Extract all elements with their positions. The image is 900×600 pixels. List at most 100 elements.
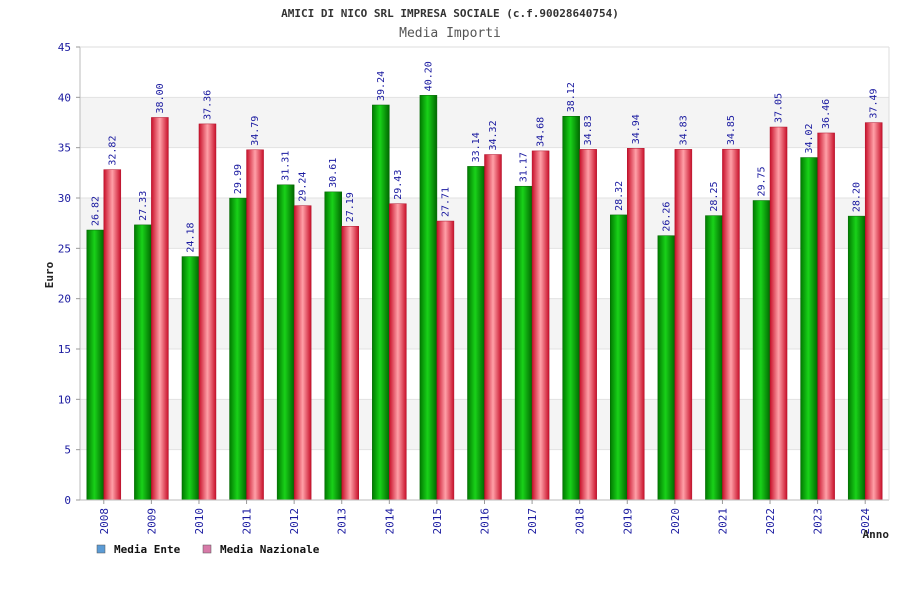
y-tick-label: 35 bbox=[58, 142, 71, 155]
data-label: 27.33 bbox=[138, 191, 149, 221]
data-label: 38.12 bbox=[566, 82, 577, 112]
y-tick-label: 40 bbox=[58, 91, 71, 104]
y-axis-label: Euro bbox=[43, 261, 56, 288]
data-label: 37.49 bbox=[869, 88, 880, 118]
bar-media-nazionale bbox=[341, 226, 359, 501]
x-tick-label: 2014 bbox=[383, 508, 396, 535]
data-label: 34.83 bbox=[678, 115, 689, 145]
data-label: 33.14 bbox=[471, 132, 482, 162]
bar-media-nazionale bbox=[722, 148, 740, 501]
data-label: 26.26 bbox=[661, 202, 672, 232]
data-label: 29.24 bbox=[298, 172, 309, 202]
legend-swatch bbox=[96, 544, 106, 554]
data-label: 39.24 bbox=[376, 71, 387, 101]
data-label: 38.00 bbox=[155, 83, 166, 113]
legend-swatch bbox=[202, 544, 212, 554]
y-tick-label: 15 bbox=[58, 343, 71, 356]
bar-media-nazionale bbox=[103, 169, 122, 501]
data-label: 28.20 bbox=[852, 182, 863, 212]
plot-band bbox=[80, 47, 889, 98]
bar-media-nazionale bbox=[484, 154, 502, 501]
data-label: 34.02 bbox=[804, 123, 815, 153]
legend-label: Media Nazionale bbox=[220, 543, 320, 556]
x-tick-label: 2011 bbox=[241, 508, 254, 535]
x-tick-label: 2023 bbox=[812, 508, 825, 535]
x-tick-label: 2008 bbox=[98, 508, 111, 535]
data-label: 34.79 bbox=[250, 116, 261, 146]
data-label: 37.36 bbox=[202, 90, 213, 120]
data-label: 34.83 bbox=[583, 115, 594, 145]
bar-media-ente bbox=[181, 256, 200, 501]
bar-media-ente bbox=[372, 104, 390, 501]
bar-media-nazionale bbox=[436, 220, 455, 501]
y-axis-ticks: 0 5 10 15 20 25 30 35 40 45 bbox=[58, 41, 80, 507]
x-axis-ticks: 2008 2009 2010 2011 2012 2013 2014 2015 2016 2017… bbox=[98, 500, 872, 535]
bar-media-ente bbox=[419, 95, 438, 501]
data-label: 31.17 bbox=[519, 152, 530, 182]
bar-media-nazionale bbox=[151, 117, 169, 501]
bar-media-ente bbox=[467, 166, 485, 501]
bar-media-nazionale bbox=[674, 149, 693, 501]
data-label: 29.43 bbox=[393, 170, 404, 200]
bar-media-nazionale bbox=[531, 150, 550, 501]
bar-media-nazionale bbox=[769, 126, 788, 501]
bar-media-nazionale bbox=[198, 123, 217, 501]
bar-media-nazionale bbox=[246, 149, 264, 501]
data-label: 24.18 bbox=[185, 222, 196, 252]
y-tick-label: 20 bbox=[58, 293, 71, 306]
data-label: 28.32 bbox=[614, 181, 625, 211]
x-tick-label: 2009 bbox=[145, 508, 158, 535]
data-label: 30.61 bbox=[328, 158, 339, 188]
data-label: 27.71 bbox=[440, 187, 451, 217]
y-tick-label: 5 bbox=[64, 444, 71, 457]
bar-media-ente bbox=[705, 215, 723, 501]
y-tick-label: 30 bbox=[58, 192, 71, 205]
legend: Media Ente Media Nazionale bbox=[96, 543, 320, 556]
x-tick-label: 2018 bbox=[574, 508, 587, 535]
bar-media-nazionale bbox=[389, 203, 407, 501]
data-label: 34.94 bbox=[631, 114, 642, 144]
bar-media-ente bbox=[134, 224, 152, 501]
data-label: 37.05 bbox=[774, 93, 785, 123]
data-label: 32.82 bbox=[107, 136, 118, 166]
bar-media-ente bbox=[657, 235, 676, 501]
bar-media-ente bbox=[752, 200, 771, 501]
x-tick-label: 2012 bbox=[288, 508, 301, 535]
data-label: 31.31 bbox=[281, 151, 292, 181]
bar-media-nazionale bbox=[817, 132, 835, 501]
x-axis-label: Anno bbox=[863, 528, 890, 541]
data-label: 29.75 bbox=[757, 166, 768, 196]
data-label: 28.25 bbox=[709, 182, 720, 212]
bar-media-nazionale bbox=[293, 205, 312, 501]
chart-title: AMICI DI NICO SRL IMPRESA SOCIALE (c.f.9… bbox=[281, 7, 619, 20]
x-tick-label: 2021 bbox=[716, 508, 729, 535]
x-tick-label: 2013 bbox=[336, 508, 349, 535]
x-tick-label: 2015 bbox=[431, 508, 444, 535]
bar-media-nazionale bbox=[864, 122, 883, 501]
bar-media-ente bbox=[514, 185, 533, 501]
bar-media-ente bbox=[800, 157, 818, 501]
x-tick-label: 2019 bbox=[621, 508, 634, 535]
x-tick-label: 2016 bbox=[479, 508, 492, 535]
data-label: 27.19 bbox=[345, 192, 356, 222]
bar-media-ente bbox=[324, 191, 342, 501]
y-tick-label: 10 bbox=[58, 393, 71, 406]
bars bbox=[86, 95, 883, 501]
bar-media-ente bbox=[847, 215, 866, 501]
bar-media-ente bbox=[229, 197, 247, 501]
bar-media-ente bbox=[86, 229, 105, 501]
data-label: 34.85 bbox=[726, 115, 737, 145]
value-labels: 26.82 32.82 27.33 38.00 24.18 37.36 29.99 34.79… bbox=[90, 61, 879, 252]
y-tick-label: 25 bbox=[58, 242, 71, 255]
x-tick-label: 2010 bbox=[193, 508, 206, 535]
data-label: 40.20 bbox=[423, 61, 434, 91]
data-label: 34.32 bbox=[488, 120, 499, 150]
data-label: 34.68 bbox=[536, 117, 547, 147]
bar-media-nazionale bbox=[579, 149, 597, 501]
x-tick-label: 2017 bbox=[526, 508, 539, 535]
x-tick-label: 2024 bbox=[859, 508, 872, 535]
bar-media-nazionale bbox=[627, 148, 645, 501]
data-label: 26.82 bbox=[90, 196, 101, 226]
chart-subtitle: Media Importi bbox=[399, 26, 501, 41]
